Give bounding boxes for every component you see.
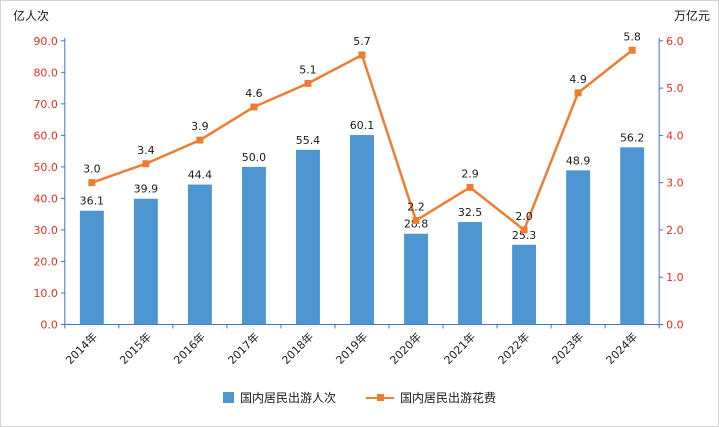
line-value-label: 4.9 [569, 73, 586, 86]
left-axis-tick-label: 40.0 [33, 192, 57, 205]
left-axis-tick-label: 30.0 [33, 224, 57, 237]
right-axis-tick-label: 0.0 [666, 318, 683, 331]
x-axis-label: 2016年 [171, 330, 208, 367]
bar [350, 135, 374, 325]
bar-value-label: 28.8 [404, 218, 428, 231]
x-axis-label: 2020年 [387, 330, 424, 367]
x-axis-label: 2018年 [279, 330, 316, 367]
bar-value-label: 32.5 [458, 206, 482, 219]
right-axis-tick-label: 2.0 [666, 224, 683, 237]
bar [512, 244, 537, 325]
left-axis-tick-label: 10.0 [33, 287, 57, 300]
right-axis-title: 万亿元 [673, 9, 710, 23]
line-marker [142, 160, 150, 168]
bar-value-label: 55.4 [296, 134, 320, 147]
x-axis-label: 2024年 [603, 330, 640, 367]
legend-label-line-series: 国内居民出游花费 [400, 391, 497, 405]
line-marker [628, 46, 636, 54]
bar-value-label: 48.9 [566, 154, 590, 167]
left-axis-tick-label: 50.0 [33, 161, 57, 174]
line-value-label: 5.1 [299, 63, 316, 76]
right-axis-tick-label: 3.0 [666, 177, 683, 190]
line-marker [574, 89, 582, 97]
bar [241, 166, 266, 325]
legend-item-line-series: 国内居民出游花费 [366, 389, 496, 406]
legend: 国内居民出游人次 国内居民出游花费 [1, 389, 718, 406]
line-marker [196, 136, 204, 144]
bar [295, 149, 320, 325]
line-marker [88, 179, 96, 187]
x-axis-label: 2019年 [333, 330, 370, 367]
bar [133, 198, 158, 325]
line-marker [466, 183, 474, 191]
x-axis-label: 2022年 [495, 330, 532, 367]
right-axis-tick-label: 1.0 [666, 271, 683, 284]
left-axis-tick-label: 80.0 [33, 66, 57, 79]
line-series-swatch-icon [366, 393, 394, 402]
legend-label-bar-series: 国内居民出游人次 [239, 391, 336, 405]
line-marker [304, 79, 312, 87]
right-axis-tick-label: 4.0 [666, 129, 683, 142]
bar [79, 210, 104, 325]
line-marker [250, 103, 258, 111]
bar [404, 233, 428, 325]
right-axis-tick-label: 6.0 [666, 35, 683, 48]
bar-value-label: 39.9 [134, 183, 158, 196]
bar-value-label: 44.4 [188, 169, 212, 182]
line-value-label: 3.0 [83, 163, 100, 176]
bar [187, 184, 212, 325]
left-axis-title: 亿人次 [13, 9, 50, 23]
left-axis-tick-label: 0.0 [40, 318, 57, 331]
line-value-label: 2.0 [515, 210, 532, 223]
bar [458, 222, 483, 325]
bar-value-label: 60.1 [350, 119, 374, 132]
left-axis-tick-label: 90.0 [33, 35, 57, 48]
left-axis-tick-label: 60.0 [33, 129, 57, 142]
line-value-label: 5.7 [353, 35, 370, 48]
legend-item-bar-series: 国内居民出游人次 [222, 389, 336, 406]
x-axis-label: 2017年 [225, 330, 262, 367]
bar [566, 170, 591, 325]
bar-value-label: 25.3 [512, 229, 536, 242]
line-value-label: 4.6 [245, 87, 262, 100]
bar-value-label: 50.0 [242, 151, 266, 164]
x-axis-label: 2015年 [117, 330, 154, 367]
x-axis-label: 2023年 [549, 330, 586, 367]
x-axis-label: 2014年 [63, 330, 100, 367]
bar [620, 147, 645, 325]
line-marker [412, 216, 420, 224]
line-value-label: 3.4 [137, 144, 154, 157]
x-axis-label: 2021年 [441, 330, 478, 367]
line-value-label: 2.2 [407, 201, 424, 214]
line-marker [520, 226, 528, 234]
line-marker [358, 51, 366, 59]
left-axis-tick-label: 20.0 [33, 255, 57, 268]
bar-series-swatch-icon [222, 392, 234, 403]
bar-value-label: 56.2 [620, 131, 644, 144]
line-swatch-marker [376, 394, 384, 401]
line-value-label: 2.9 [461, 167, 478, 180]
line-value-label: 3.9 [191, 120, 208, 133]
bar-value-label: 36.1 [80, 195, 104, 208]
right-axis-tick-label: 5.0 [666, 82, 683, 95]
line-value-label: 5.8 [623, 30, 640, 43]
left-axis-tick-label: 70.0 [33, 98, 57, 111]
